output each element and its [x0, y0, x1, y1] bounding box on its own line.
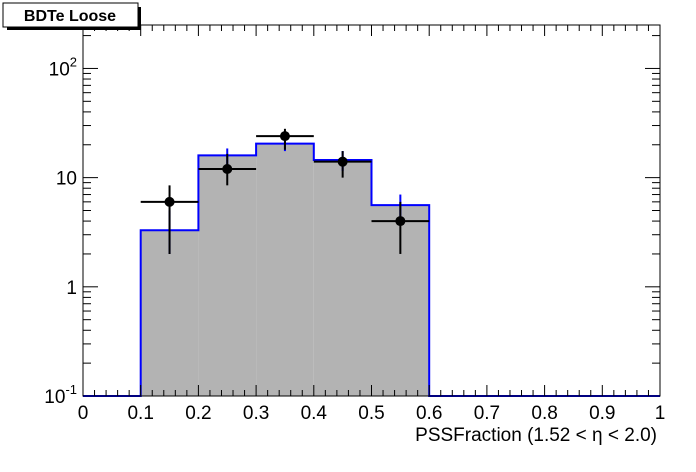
x-tick-label: 0.8 — [531, 403, 557, 424]
x-tick-label: 0.7 — [474, 403, 500, 424]
data-point — [164, 196, 175, 207]
histogram-bin-fill — [313, 160, 372, 396]
data-point — [337, 156, 348, 167]
x-axis-title: PSSFraction (1.52 < η < 2.0) — [415, 425, 657, 446]
x-tick-label: 0.1 — [127, 403, 153, 424]
data-points-layer — [140, 128, 430, 254]
x-tick-label: 0.6 — [416, 403, 442, 424]
chart-title: BDTe Loose — [24, 8, 116, 25]
y-axis-ticks: 10-1 1 10 102 — [44, 35, 660, 408]
histogram-bin-fill — [198, 155, 257, 396]
x-tick-label: 0 — [78, 403, 89, 424]
data-point — [395, 216, 406, 227]
y-tick-label: 10-1 — [44, 382, 77, 408]
y-tick-label: 1 — [66, 278, 77, 299]
x-tick-label: 1 — [655, 403, 666, 424]
data-point — [279, 131, 290, 142]
y-tick-label: 10 — [56, 169, 77, 190]
histogram-layer — [83, 136, 660, 397]
data-point — [222, 163, 233, 174]
x-axis-ticks: 0 0.1 0.2 0.3 0.4 0.5 0.6 0.7 0.8 0.9 1 — [78, 25, 666, 424]
x-tick-label: 0.5 — [358, 403, 384, 424]
title-box: BDTe Loose — [2, 2, 141, 30]
x-tick-label: 0.4 — [301, 403, 328, 424]
y-tick-label: 102 — [49, 54, 77, 80]
histogram-bin-fill — [140, 230, 199, 396]
x-tick-label: 0.3 — [243, 403, 269, 424]
histogram-bin-fill — [256, 143, 314, 396]
x-tick-label: 0.2 — [185, 403, 211, 424]
x-tick-label: 0.9 — [589, 403, 615, 424]
